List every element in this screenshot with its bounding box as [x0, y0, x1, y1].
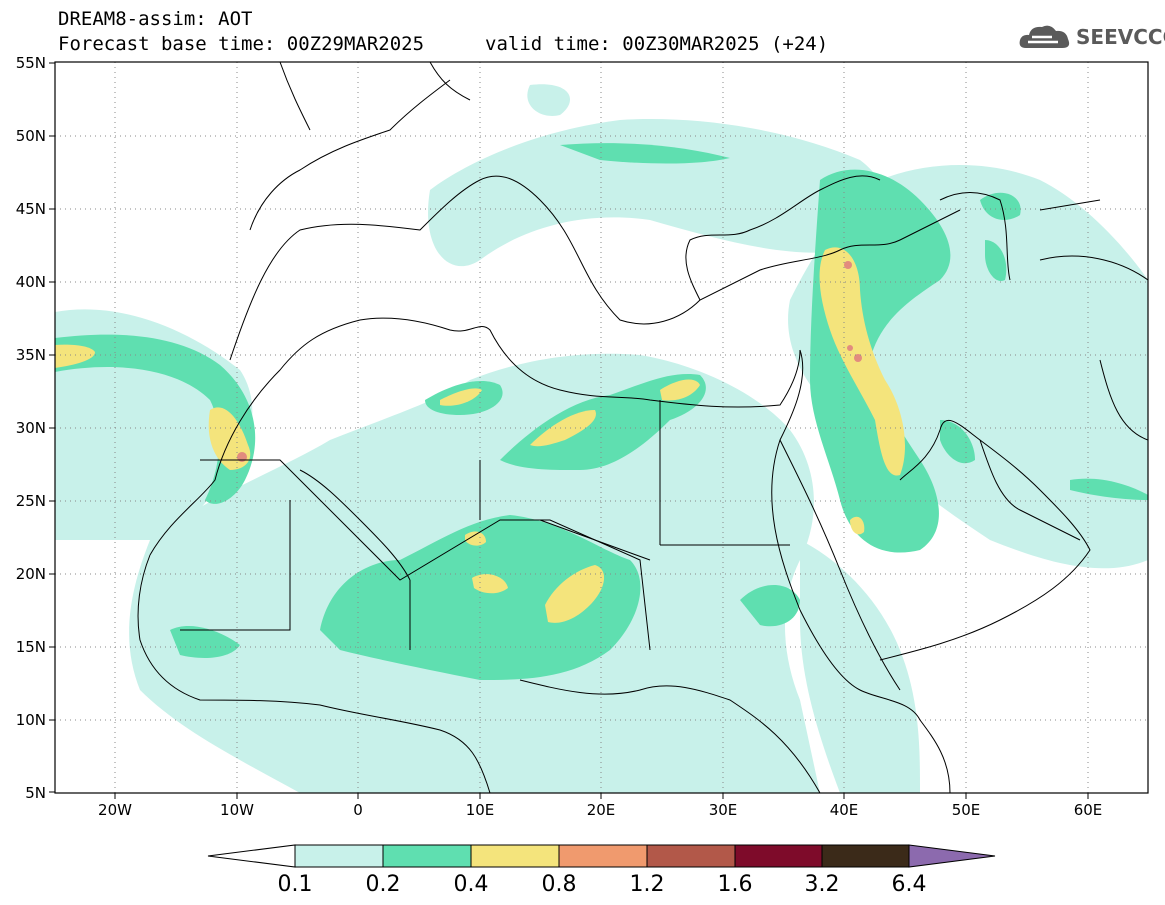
map-title: DREAM8-assim: AOT: [58, 8, 253, 30]
colorbar-label: 0.4: [453, 872, 489, 897]
lon-label: 20W: [98, 801, 132, 819]
valid-time: valid time: 00Z30MAR2025 (+24): [485, 33, 829, 55]
lat-label: 50N: [16, 127, 46, 145]
lon-label: 20E: [587, 801, 616, 819]
lon-label: 60E: [1074, 801, 1103, 819]
seevccc-logo: SEEVCCC: [1018, 22, 1165, 52]
colorbar-label: 3.2: [804, 872, 840, 897]
longitude-labels: 20W 10W 0 10E 20E 30E 40E 50E 60E: [98, 801, 1102, 819]
colorbar-low-arrow: [207, 844, 296, 868]
lat-label: 30N: [16, 419, 46, 437]
colorbar-segment: [294, 844, 384, 868]
colorbar-segment: [821, 844, 910, 868]
lon-label: 10E: [466, 801, 495, 819]
colorbar-label: 0.8: [541, 872, 577, 897]
colorbar-segment: [382, 844, 472, 868]
coastlines: [137, 62, 1148, 793]
forecast-base-time: Forecast base time: 00Z29MAR2025: [58, 33, 425, 55]
lat-label: 20N: [16, 565, 46, 583]
lat-label: 25N: [16, 492, 46, 510]
lon-label: 40E: [830, 801, 859, 819]
lat-label: 5N: [25, 784, 46, 802]
colorbar-label: 6.4: [891, 872, 927, 897]
axis-ticks: [49, 62, 1089, 799]
logo-text: SEEVCCC: [1076, 25, 1165, 49]
grid-lines: [55, 62, 1148, 793]
colorbar-label: 1.2: [629, 872, 665, 897]
lat-label: 55N: [16, 54, 46, 72]
lon-label: 30E: [709, 801, 738, 819]
lon-label: 0: [353, 801, 363, 819]
colorbar-label: 0.2: [365, 872, 401, 897]
lat-label: 40N: [16, 273, 46, 291]
latitude-labels: 55N 50N 45N 40N 35N 30N 25N 20N 15N 10N …: [16, 54, 46, 802]
lon-label: 50E: [952, 801, 981, 819]
cloud-icon: [1019, 25, 1070, 48]
colorbar-segment: [558, 844, 648, 868]
colorbar-high-arrow: [908, 844, 996, 868]
lat-label: 10N: [16, 711, 46, 729]
colorbar: [207, 844, 996, 868]
colorbar-label: 0.1: [277, 872, 313, 897]
colorbar-label: 1.6: [717, 872, 753, 897]
lon-label: 10W: [220, 801, 254, 819]
lat-label: 45N: [16, 200, 46, 218]
colorbar-segment: [734, 844, 823, 868]
lat-label: 15N: [16, 638, 46, 656]
colorbar-segment: [646, 844, 736, 868]
colorbar-segment: [470, 844, 560, 868]
lat-label: 35N: [16, 346, 46, 364]
